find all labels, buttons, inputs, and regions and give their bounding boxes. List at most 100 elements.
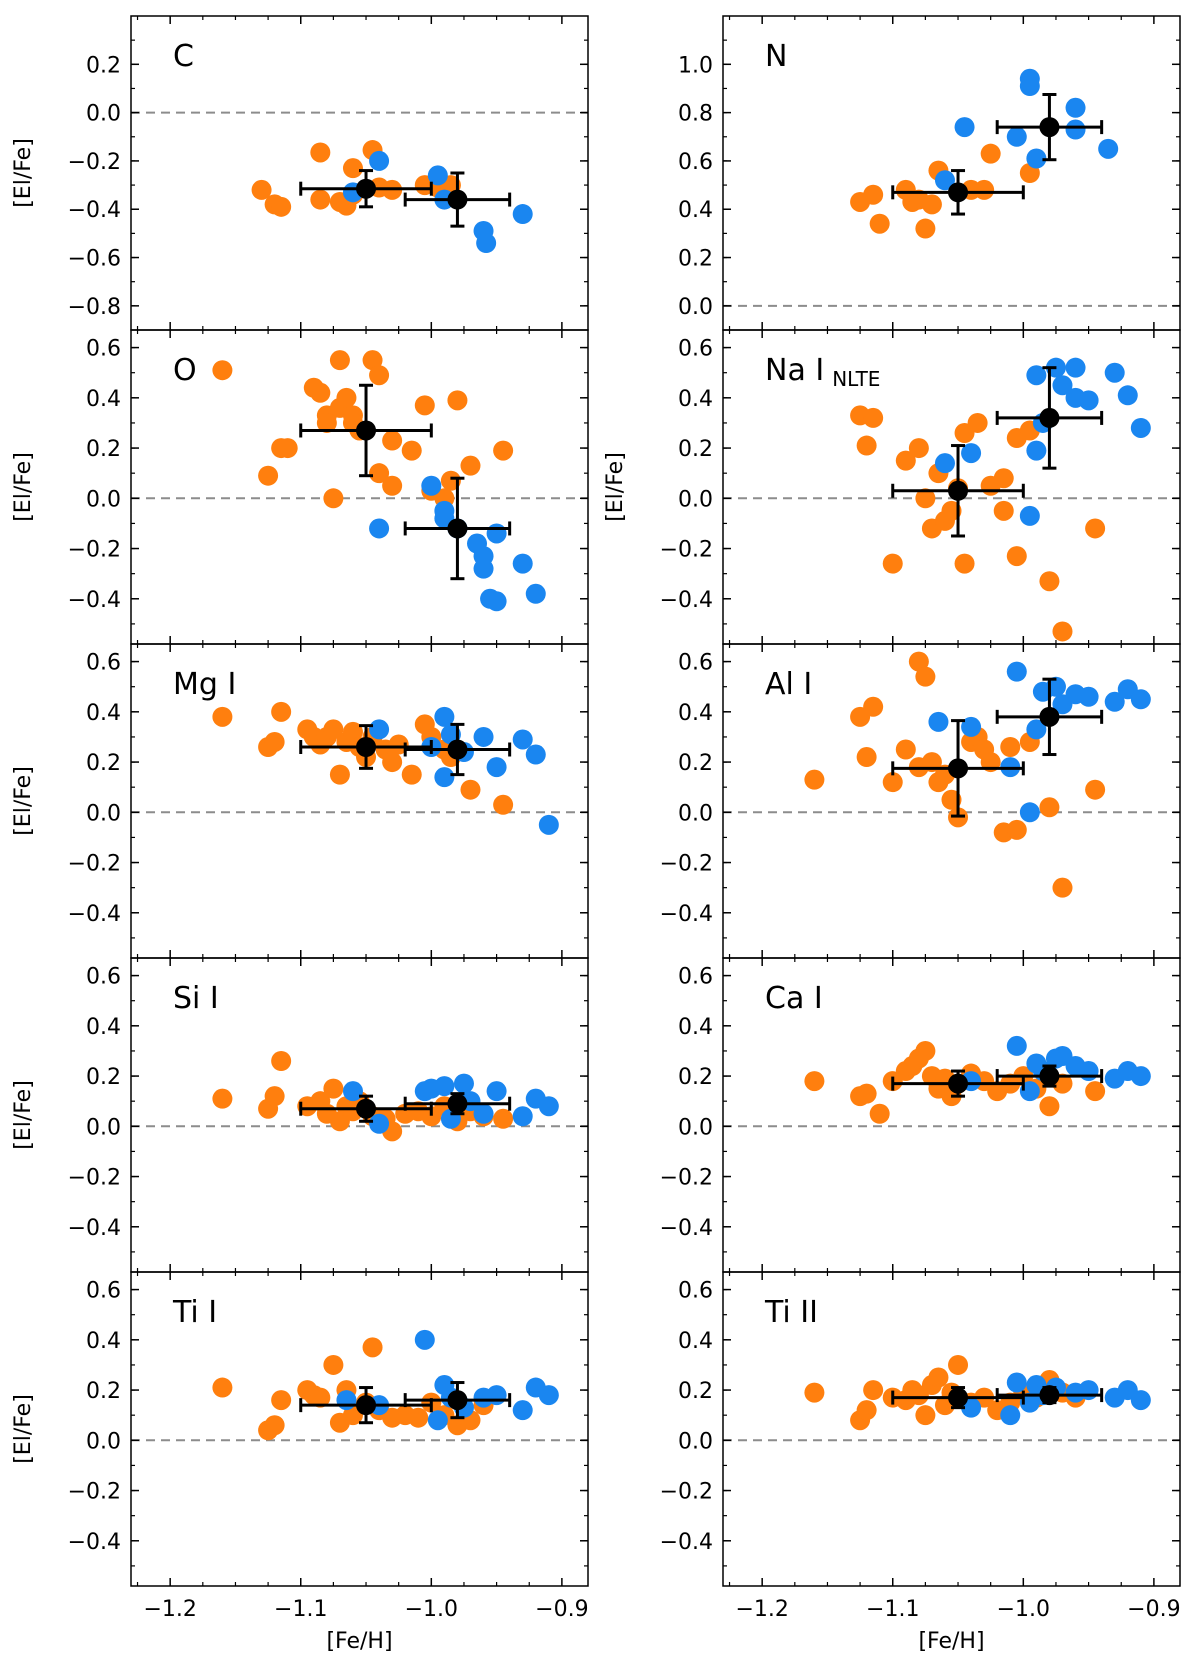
series-group_b bbox=[934, 357, 1151, 526]
data-point bbox=[212, 1088, 233, 1109]
y-tick-label: 0.6 bbox=[86, 1279, 121, 1304]
data-point bbox=[1045, 676, 1066, 697]
mean-point bbox=[447, 189, 468, 210]
data-point bbox=[928, 711, 949, 732]
data-point bbox=[1026, 365, 1047, 386]
x-tick-label: −0.9 bbox=[1127, 1597, 1180, 1622]
data-point bbox=[1039, 1096, 1060, 1117]
y-tick-label: −0.2 bbox=[68, 538, 121, 563]
mean-point-with-errorbar bbox=[299, 1094, 433, 1123]
data-point bbox=[460, 455, 481, 476]
data-point bbox=[961, 716, 982, 737]
panel-n: 1.0 0.8 0.6 0.4 0.2 0.0 N bbox=[678, 15, 1181, 331]
data-point bbox=[525, 744, 546, 765]
series-group_a bbox=[850, 405, 1106, 642]
y-tick-label: −0.4 bbox=[68, 588, 121, 613]
panel-element-label: Si I bbox=[173, 981, 219, 1016]
y-tick-label: 0.0 bbox=[678, 295, 713, 320]
data-point bbox=[362, 1337, 383, 1358]
data-point bbox=[310, 189, 331, 210]
y-tick-label: 0.2 bbox=[678, 437, 713, 462]
data-point bbox=[1104, 691, 1125, 712]
y-tick-label: 0.6 bbox=[86, 337, 121, 362]
data-point bbox=[264, 1415, 285, 1436]
data-point bbox=[915, 488, 936, 509]
data-point bbox=[440, 724, 461, 745]
mean-point bbox=[948, 480, 969, 501]
data-point bbox=[948, 1354, 969, 1375]
mean-point bbox=[1039, 1066, 1060, 1087]
y-tick-label: 0.2 bbox=[86, 751, 121, 776]
panel-element-label: O bbox=[173, 353, 197, 388]
mean-point-with-errorbar bbox=[891, 169, 1025, 216]
y-tick-label: −0.2 bbox=[68, 1166, 121, 1191]
y-axis-title: [El/Fe] bbox=[603, 452, 628, 522]
mean-point bbox=[1039, 407, 1060, 428]
mean-point-with-errorbar bbox=[403, 171, 512, 228]
data-point bbox=[264, 1086, 285, 1107]
y-tick-label: −0.4 bbox=[68, 198, 121, 223]
data-point bbox=[427, 1410, 448, 1431]
data-point bbox=[1078, 1061, 1099, 1082]
x-tick-label: −1.0 bbox=[997, 1597, 1050, 1622]
data-point bbox=[277, 438, 298, 459]
data-point bbox=[310, 1387, 331, 1408]
y-tick-label: −0.8 bbox=[68, 295, 121, 320]
y-tick-label: −0.4 bbox=[68, 902, 121, 927]
y-tick-label: 0.6 bbox=[86, 651, 121, 676]
data-point bbox=[538, 814, 559, 835]
data-point bbox=[1026, 440, 1047, 461]
data-point bbox=[212, 360, 233, 381]
data-point bbox=[974, 179, 995, 200]
mean-point bbox=[447, 518, 468, 539]
data-point bbox=[473, 726, 494, 747]
data-point bbox=[460, 779, 481, 800]
data-point bbox=[212, 1377, 233, 1398]
data-point bbox=[1000, 736, 1021, 757]
y-tick-label: 0.6 bbox=[678, 1279, 713, 1304]
y-tick-label: 0.0 bbox=[678, 1429, 713, 1454]
panel-ca-i: 0.6 0.4 0.2 0.0 −0.2 −0.4 Ca I bbox=[660, 957, 1181, 1273]
data-point bbox=[856, 435, 877, 456]
data-point bbox=[1019, 802, 1040, 823]
data-point bbox=[1019, 1081, 1040, 1102]
y-tick-label: −0.6 bbox=[68, 247, 121, 272]
data-point bbox=[408, 1407, 429, 1428]
y-tick-label: 0.4 bbox=[678, 1015, 713, 1040]
data-point bbox=[512, 1400, 533, 1421]
data-point bbox=[895, 739, 916, 760]
y-tick-label: 0.4 bbox=[678, 1329, 713, 1354]
panel-frame bbox=[130, 1271, 589, 1587]
data-point bbox=[1104, 362, 1125, 383]
mean-point-with-errorbar bbox=[995, 677, 1104, 757]
data-point bbox=[271, 1050, 292, 1071]
data-point bbox=[382, 752, 403, 773]
data-point bbox=[856, 1083, 877, 1104]
series-group_b bbox=[928, 661, 1151, 823]
y-tick-label: 0.2 bbox=[678, 751, 713, 776]
panel-mg-i: 0.6 0.4 0.2 0.0 −0.2 −0.4 Mg I [El/Fe] bbox=[11, 643, 589, 959]
mean-point-with-errorbar bbox=[299, 1386, 433, 1425]
panel-element-label: Na I NLTE bbox=[765, 353, 880, 391]
panel-al-i: 0.6 0.4 0.2 0.0 −0.2 −0.4 Al I bbox=[660, 643, 1181, 959]
data-point bbox=[941, 500, 962, 521]
data-point bbox=[434, 767, 455, 788]
data-point bbox=[369, 719, 390, 740]
y-tick-label: 0.2 bbox=[86, 1065, 121, 1090]
plot-area bbox=[804, 651, 1151, 898]
data-point bbox=[1039, 571, 1060, 592]
data-point bbox=[212, 706, 233, 727]
y-tick-label: −0.4 bbox=[660, 902, 713, 927]
y-tick-label: 0.0 bbox=[86, 801, 121, 826]
data-point bbox=[869, 1103, 890, 1124]
data-point bbox=[1065, 119, 1086, 140]
panel-element-label: Ti II bbox=[764, 1295, 818, 1330]
plot-area bbox=[212, 1050, 559, 1142]
y-tick-label: 0.2 bbox=[678, 1065, 713, 1090]
y-tick-label: 0.0 bbox=[678, 801, 713, 826]
data-point bbox=[342, 158, 363, 179]
panel-element-label: C bbox=[173, 39, 194, 74]
data-point bbox=[512, 204, 533, 225]
mean-point bbox=[948, 758, 969, 779]
y-tick-label: −0.4 bbox=[68, 1530, 121, 1555]
